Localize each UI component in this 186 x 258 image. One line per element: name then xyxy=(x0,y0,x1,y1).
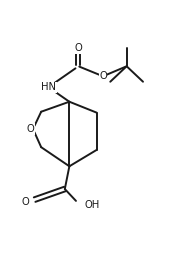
Text: HN: HN xyxy=(41,82,56,92)
Text: O: O xyxy=(99,71,107,81)
Text: OH: OH xyxy=(85,200,100,210)
Text: O: O xyxy=(26,124,34,134)
Text: O: O xyxy=(75,43,82,53)
Text: O: O xyxy=(22,197,30,207)
